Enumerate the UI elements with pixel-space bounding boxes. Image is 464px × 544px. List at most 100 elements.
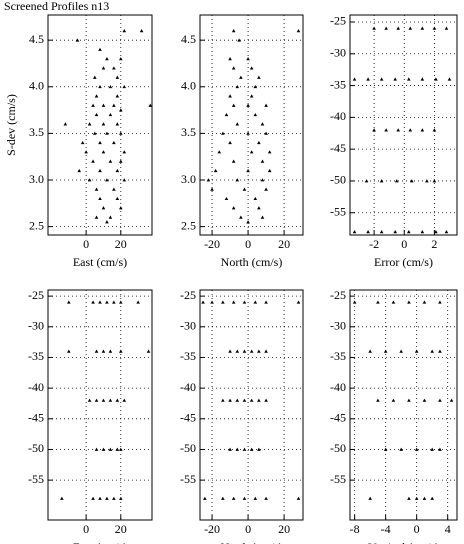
point — [434, 230, 438, 234]
point — [438, 349, 442, 353]
point — [105, 57, 109, 61]
point — [108, 349, 113, 353]
y-tick-label: -55 — [330, 472, 346, 486]
point — [409, 179, 414, 183]
x-tick-label: -2 — [369, 237, 379, 251]
point — [98, 168, 102, 173]
point — [253, 112, 258, 117]
point — [210, 300, 214, 304]
point — [408, 128, 413, 132]
point — [115, 398, 120, 402]
x-axis-label: Vertical (cm/s) — [368, 540, 439, 544]
y-tick-label: -35 — [28, 349, 44, 363]
y-tick-label: -45 — [330, 411, 346, 425]
point — [112, 66, 116, 70]
y-tick-label: -40 — [330, 380, 346, 394]
y-tick-label: -30 — [330, 319, 346, 333]
point — [231, 496, 236, 500]
point — [239, 215, 243, 219]
y-tick-label: -30 — [330, 46, 346, 60]
point — [75, 38, 80, 42]
point — [119, 447, 123, 451]
point — [264, 103, 268, 107]
point — [396, 26, 401, 30]
point — [93, 131, 97, 135]
point — [447, 77, 452, 81]
y-tick-label: -45 — [180, 411, 196, 425]
y-tick-label: -50 — [28, 441, 44, 455]
x-axis-label: East (cm/s) — [73, 540, 127, 544]
point — [115, 122, 120, 126]
point — [391, 300, 396, 304]
point — [438, 300, 442, 304]
point — [239, 75, 243, 79]
point — [112, 187, 116, 191]
y-tick-label: -25 — [180, 288, 196, 302]
point — [296, 29, 301, 33]
point — [67, 349, 71, 353]
point — [399, 447, 403, 451]
point — [67, 300, 71, 304]
point — [228, 94, 232, 98]
point — [249, 150, 254, 154]
point — [449, 398, 454, 402]
point — [420, 26, 425, 30]
point — [119, 108, 123, 112]
x-tick-label: 20 — [278, 522, 290, 536]
point — [105, 131, 109, 135]
point — [112, 103, 116, 107]
point — [94, 447, 99, 451]
point — [430, 349, 434, 353]
y-tick-label: -50 — [330, 441, 346, 455]
x-tick-label: -4 — [381, 522, 391, 536]
point — [221, 496, 225, 500]
point — [422, 300, 427, 304]
point — [122, 84, 127, 89]
y-tick-label: -35 — [330, 77, 346, 91]
point — [420, 77, 425, 81]
point — [119, 300, 123, 304]
x-tick-label: 0 — [414, 522, 420, 536]
point — [242, 447, 247, 451]
point — [237, 38, 241, 42]
point — [231, 103, 236, 107]
point — [98, 84, 102, 89]
point — [203, 496, 207, 500]
point — [105, 300, 109, 304]
point — [407, 398, 411, 402]
y-tick-label: 2.5 — [181, 218, 196, 232]
point — [231, 300, 236, 304]
x-axis-label: North (cm/s) — [221, 255, 283, 269]
point — [246, 131, 250, 135]
point — [228, 140, 232, 145]
point — [408, 26, 413, 30]
point — [224, 196, 229, 201]
point — [396, 128, 401, 132]
point — [364, 179, 369, 183]
point — [98, 140, 102, 145]
point — [201, 300, 205, 304]
point — [228, 447, 232, 451]
y-tick-label: 4.0 — [181, 79, 196, 93]
y-tick-label: -30 — [28, 319, 44, 333]
point — [257, 447, 261, 451]
x-axis-label: Error (cm/s) — [374, 255, 433, 269]
point — [432, 179, 437, 183]
point — [352, 300, 357, 304]
point — [257, 140, 261, 145]
point — [93, 75, 97, 79]
y-tick-label: -25 — [330, 14, 346, 28]
point — [242, 398, 247, 402]
y-tick-label: 3.5 — [29, 125, 44, 139]
point — [101, 206, 106, 210]
point — [115, 447, 120, 451]
point — [119, 206, 123, 210]
y-tick-label: -55 — [330, 204, 346, 218]
point — [264, 349, 268, 353]
point — [115, 168, 120, 173]
point — [260, 215, 265, 219]
point — [101, 103, 106, 107]
point — [384, 26, 388, 30]
